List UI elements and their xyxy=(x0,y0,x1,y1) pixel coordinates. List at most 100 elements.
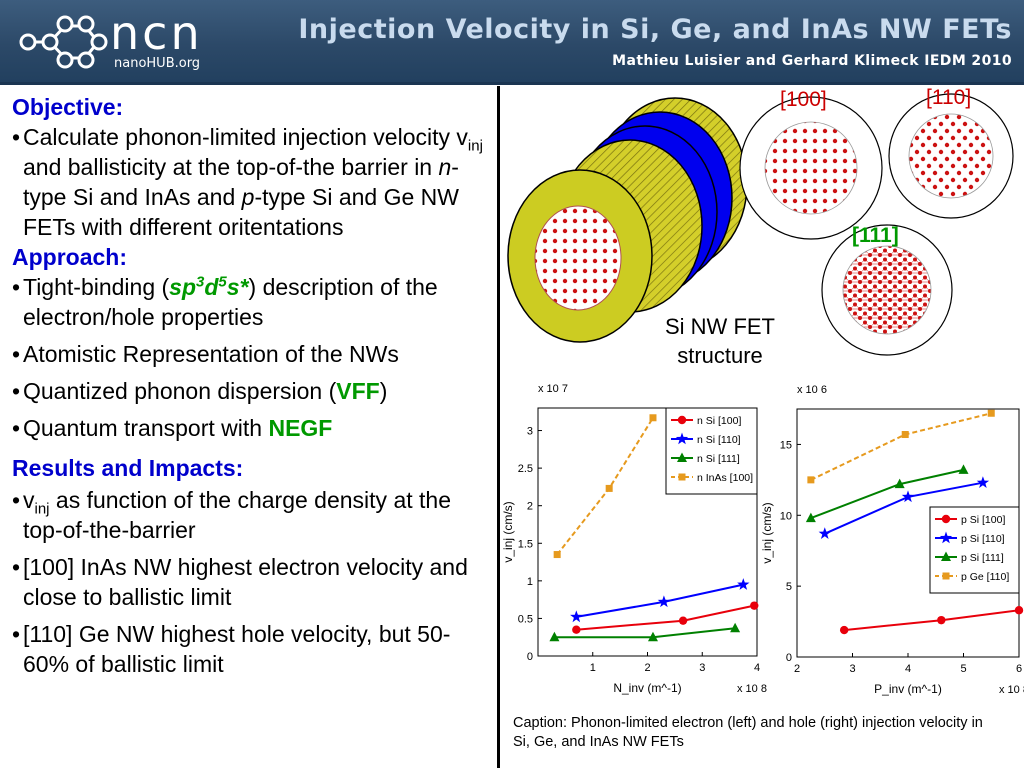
column-divider xyxy=(497,86,500,768)
x-axis-label: P_inv (m^-1) xyxy=(874,682,942,696)
ncn-logo: ncn nanoHUB.org xyxy=(10,4,230,76)
x-axis-label: N_inv (m^-1) xyxy=(613,681,681,695)
data-point xyxy=(958,464,969,474)
data-point xyxy=(976,476,990,488)
x-tick-label: 5 xyxy=(960,663,966,675)
series-p-si-110- xyxy=(818,476,990,539)
x-tick-label: 4 xyxy=(905,663,911,675)
data-point xyxy=(553,551,561,559)
data-point xyxy=(894,478,905,489)
series-p-si-100- xyxy=(839,606,1024,635)
y-tick-label: 3 xyxy=(527,426,533,438)
y-tick-label: 2.5 xyxy=(518,463,533,475)
header-bar: ncn nanoHUB.org Injection Velocity in Si… xyxy=(0,0,1024,85)
data-point xyxy=(737,578,750,590)
y-tick-label: 10 xyxy=(780,510,792,522)
label-dir-111: [111] xyxy=(852,224,899,247)
legend-entry: n Si [100] xyxy=(697,415,741,427)
data-point xyxy=(750,601,759,610)
approach-heading: Approach: xyxy=(12,244,127,270)
data-point xyxy=(901,490,915,503)
y-tick-label: 0 xyxy=(786,652,792,664)
structure-label: Si NW FET structure xyxy=(665,314,775,368)
data-point xyxy=(730,622,741,633)
data-point xyxy=(805,512,816,523)
logo-subtext: nanoHUB.org xyxy=(114,56,201,71)
results-heading: Results and Impacts: xyxy=(12,455,244,481)
molecule-icon xyxy=(19,15,108,69)
approach-bullet-atomistic: • Atomistic Representation of the NWs xyxy=(12,341,399,367)
data-point xyxy=(807,476,815,484)
data-point xyxy=(549,631,560,642)
series-p-ge-110- xyxy=(807,409,995,484)
objective-heading: Objective: xyxy=(12,94,124,120)
data-point xyxy=(657,595,671,608)
y-tick-label: 1.5 xyxy=(518,538,533,550)
x-tick-label: 3 xyxy=(699,662,705,674)
y-exponent: x 10 7 xyxy=(538,383,568,395)
y-tick-label: 5 xyxy=(786,581,792,593)
electron-velocity-chart: 0 0.5 1 1.5 2 2.5 3 1 2 3 4 x 10 7 x 10 8 N_inv (m^-1… xyxy=(501,383,767,695)
data-point xyxy=(901,431,909,439)
legend-marker xyxy=(942,572,950,580)
legend-marker xyxy=(941,514,951,524)
legend-marker xyxy=(678,473,686,481)
legend-entry: p Ge [110] xyxy=(961,571,1009,583)
y-tick-label: 1 xyxy=(527,576,533,588)
y-tick-label: 15 xyxy=(780,439,792,451)
y-tick-label: 2 xyxy=(527,501,533,513)
series-n-si-111- xyxy=(549,622,741,642)
y-axis-label: v_inj (cm/s) xyxy=(760,502,774,563)
data-point xyxy=(572,625,581,634)
data-point xyxy=(605,484,613,492)
x-tick-label: 2 xyxy=(644,662,650,674)
legend-marker xyxy=(677,415,687,425)
legend-entry: p Si [111] xyxy=(961,552,1004,564)
hole-velocity-chart: 0 5 10 15 2 3 4 5 6 x 10 6 x 10 8 P_inv (m^-1) v_inj… xyxy=(760,384,1024,696)
x-tick-label: 1 xyxy=(590,662,596,674)
data-point xyxy=(1014,606,1024,615)
nanowire-structure xyxy=(507,97,748,343)
slide-authors: Mathieu Luisier and Gerhard Klimeck IEDM… xyxy=(612,53,1012,69)
series-p-si-111- xyxy=(805,464,969,523)
figure-area: 0 0.5 1 1.5 2 2.5 3 1 2 3 4 x 10 7 x 10 8 N_inv (m^-1… xyxy=(501,93,1024,696)
x-exponent: x 10 8 xyxy=(999,684,1024,696)
x-tick-label: 4 xyxy=(754,662,760,674)
x-tick-label: 3 xyxy=(849,663,855,675)
data-point xyxy=(678,616,688,625)
cross-section-111 xyxy=(821,224,953,356)
slide-title: Injection Velocity in Si, Ge, and InAs N… xyxy=(298,14,1012,45)
data-point xyxy=(839,625,849,635)
results-bullet-inas: • [100] InAs NW highest electron velocity… xyxy=(12,554,468,610)
y-tick-label: 0 xyxy=(527,651,533,663)
x-tick-label: 2 xyxy=(794,663,800,675)
legend-entry: n InAs [100] xyxy=(697,472,753,484)
data-point xyxy=(570,610,583,623)
series-n-si-110- xyxy=(570,578,750,623)
cross-section-100 xyxy=(739,96,883,240)
figure-caption: Caption: Phonon-limited electron (left) … xyxy=(513,715,983,750)
x-exponent: x 10 8 xyxy=(737,683,767,695)
x-tick-label: 6 xyxy=(1016,663,1022,675)
data-point xyxy=(647,631,658,642)
data-point xyxy=(937,615,946,625)
y-exponent: x 10 6 xyxy=(797,384,827,396)
series-n-si-100- xyxy=(572,601,759,634)
label-dir-100: [100] xyxy=(780,88,827,111)
series-n-inas-100- xyxy=(553,414,657,559)
data-point xyxy=(818,527,831,539)
objective-bullet: • Calculate phonon-limited injection vel… xyxy=(12,124,483,240)
y-tick-label: 0.5 xyxy=(518,613,533,625)
legend-entry: n Si [110] xyxy=(697,434,741,446)
data-point xyxy=(649,414,657,422)
approach-bullet-negf: • Quantum transport with NEGF xyxy=(12,415,333,441)
legend-entry: n Si [111] xyxy=(697,453,740,465)
legend-marker xyxy=(941,551,951,561)
logo-text: ncn xyxy=(110,6,203,60)
legend-marker xyxy=(675,432,689,445)
approach-bullet-phonon: • Quantized phonon dispersion (VFF) xyxy=(12,378,388,404)
results-bullet-vinj: • vinj as function of the charge density… xyxy=(12,487,451,543)
results-bullet-ge: • [110] Ge NW highest hole velocity, but … xyxy=(12,621,451,677)
legend-entry: p Si [110] xyxy=(961,533,1005,545)
cross-section-110 xyxy=(888,93,1014,219)
